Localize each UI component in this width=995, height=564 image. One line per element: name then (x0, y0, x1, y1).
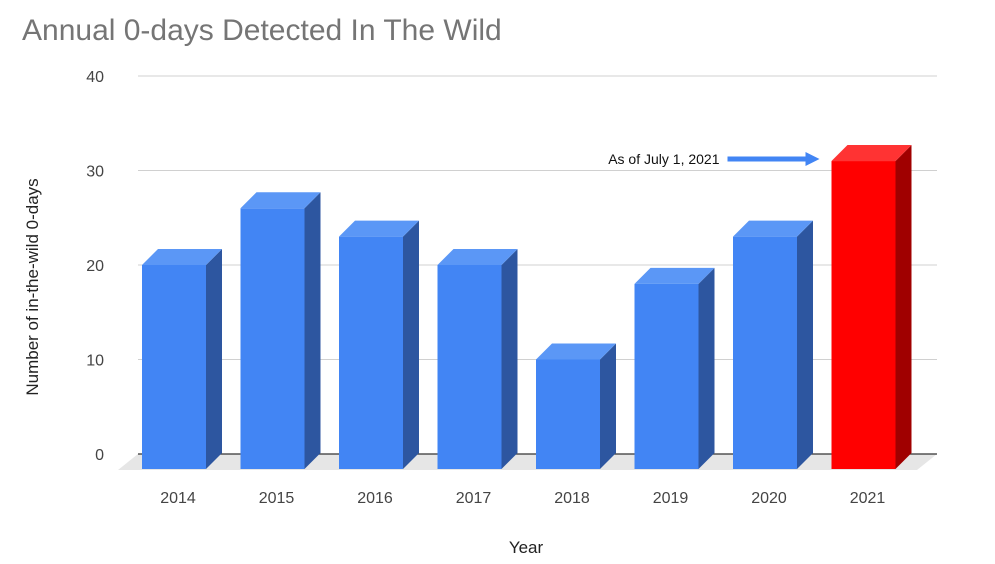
x-tick-label: 2017 (456, 490, 492, 507)
x-tick-label: 2018 (554, 490, 590, 507)
y-tick-label: 0 (95, 447, 104, 464)
bar-front (437, 265, 502, 469)
bar-side (698, 267, 715, 469)
bar-front (733, 236, 797, 469)
bar-2018 (536, 343, 616, 469)
y-axis-label: Number of in-the-wild 0-days (23, 178, 42, 395)
bar-top (339, 220, 419, 237)
bar-side (895, 145, 912, 470)
bar-front (142, 265, 206, 469)
x-axis-label: Year (509, 538, 544, 557)
bar-top (733, 220, 813, 237)
x-tick-label: 2014 (160, 490, 196, 507)
bar-side (797, 220, 813, 469)
bar-2021 (831, 145, 912, 470)
bar-top (142, 249, 222, 265)
chart-floor (118, 454, 937, 470)
bar-side (304, 192, 321, 470)
bar-side (206, 249, 222, 469)
annotation-text: As of July 1, 2021 (608, 151, 720, 167)
x-tick-label: 2016 (357, 490, 393, 507)
bar-top (831, 145, 912, 162)
bar-side (501, 249, 518, 469)
y-tick-label: 20 (86, 258, 104, 275)
y-tick-label: 10 (86, 353, 104, 370)
bar-front (339, 236, 403, 469)
bar-2015 (240, 192, 321, 470)
bar-2017 (437, 249, 518, 469)
bar-front (831, 161, 896, 470)
bar-top (634, 267, 715, 284)
x-tick-label: 2020 (751, 490, 787, 507)
x-tick-label: 2021 (850, 490, 886, 507)
bar-2019 (634, 267, 715, 469)
annotation-arrow-head (805, 152, 820, 166)
chart-title: Annual 0-days Detected In The Wild (22, 14, 502, 47)
bar-2014 (142, 249, 222, 469)
bar-front (240, 208, 305, 470)
bar-2016 (339, 220, 419, 469)
bar-front (634, 283, 699, 469)
y-tick-label: 30 (86, 164, 104, 181)
x-tick-label: 2019 (653, 490, 689, 507)
bar-2020 (733, 220, 813, 469)
annotation-arrow (727, 152, 820, 166)
bar-front (536, 359, 600, 469)
bar-top (536, 343, 616, 360)
x-tick-label: 2015 (259, 490, 295, 507)
bar-side (403, 220, 419, 469)
bar-side (600, 343, 616, 469)
y-tick-label: 40 (86, 69, 104, 86)
bar-top (437, 249, 518, 265)
bar-top (240, 192, 321, 209)
